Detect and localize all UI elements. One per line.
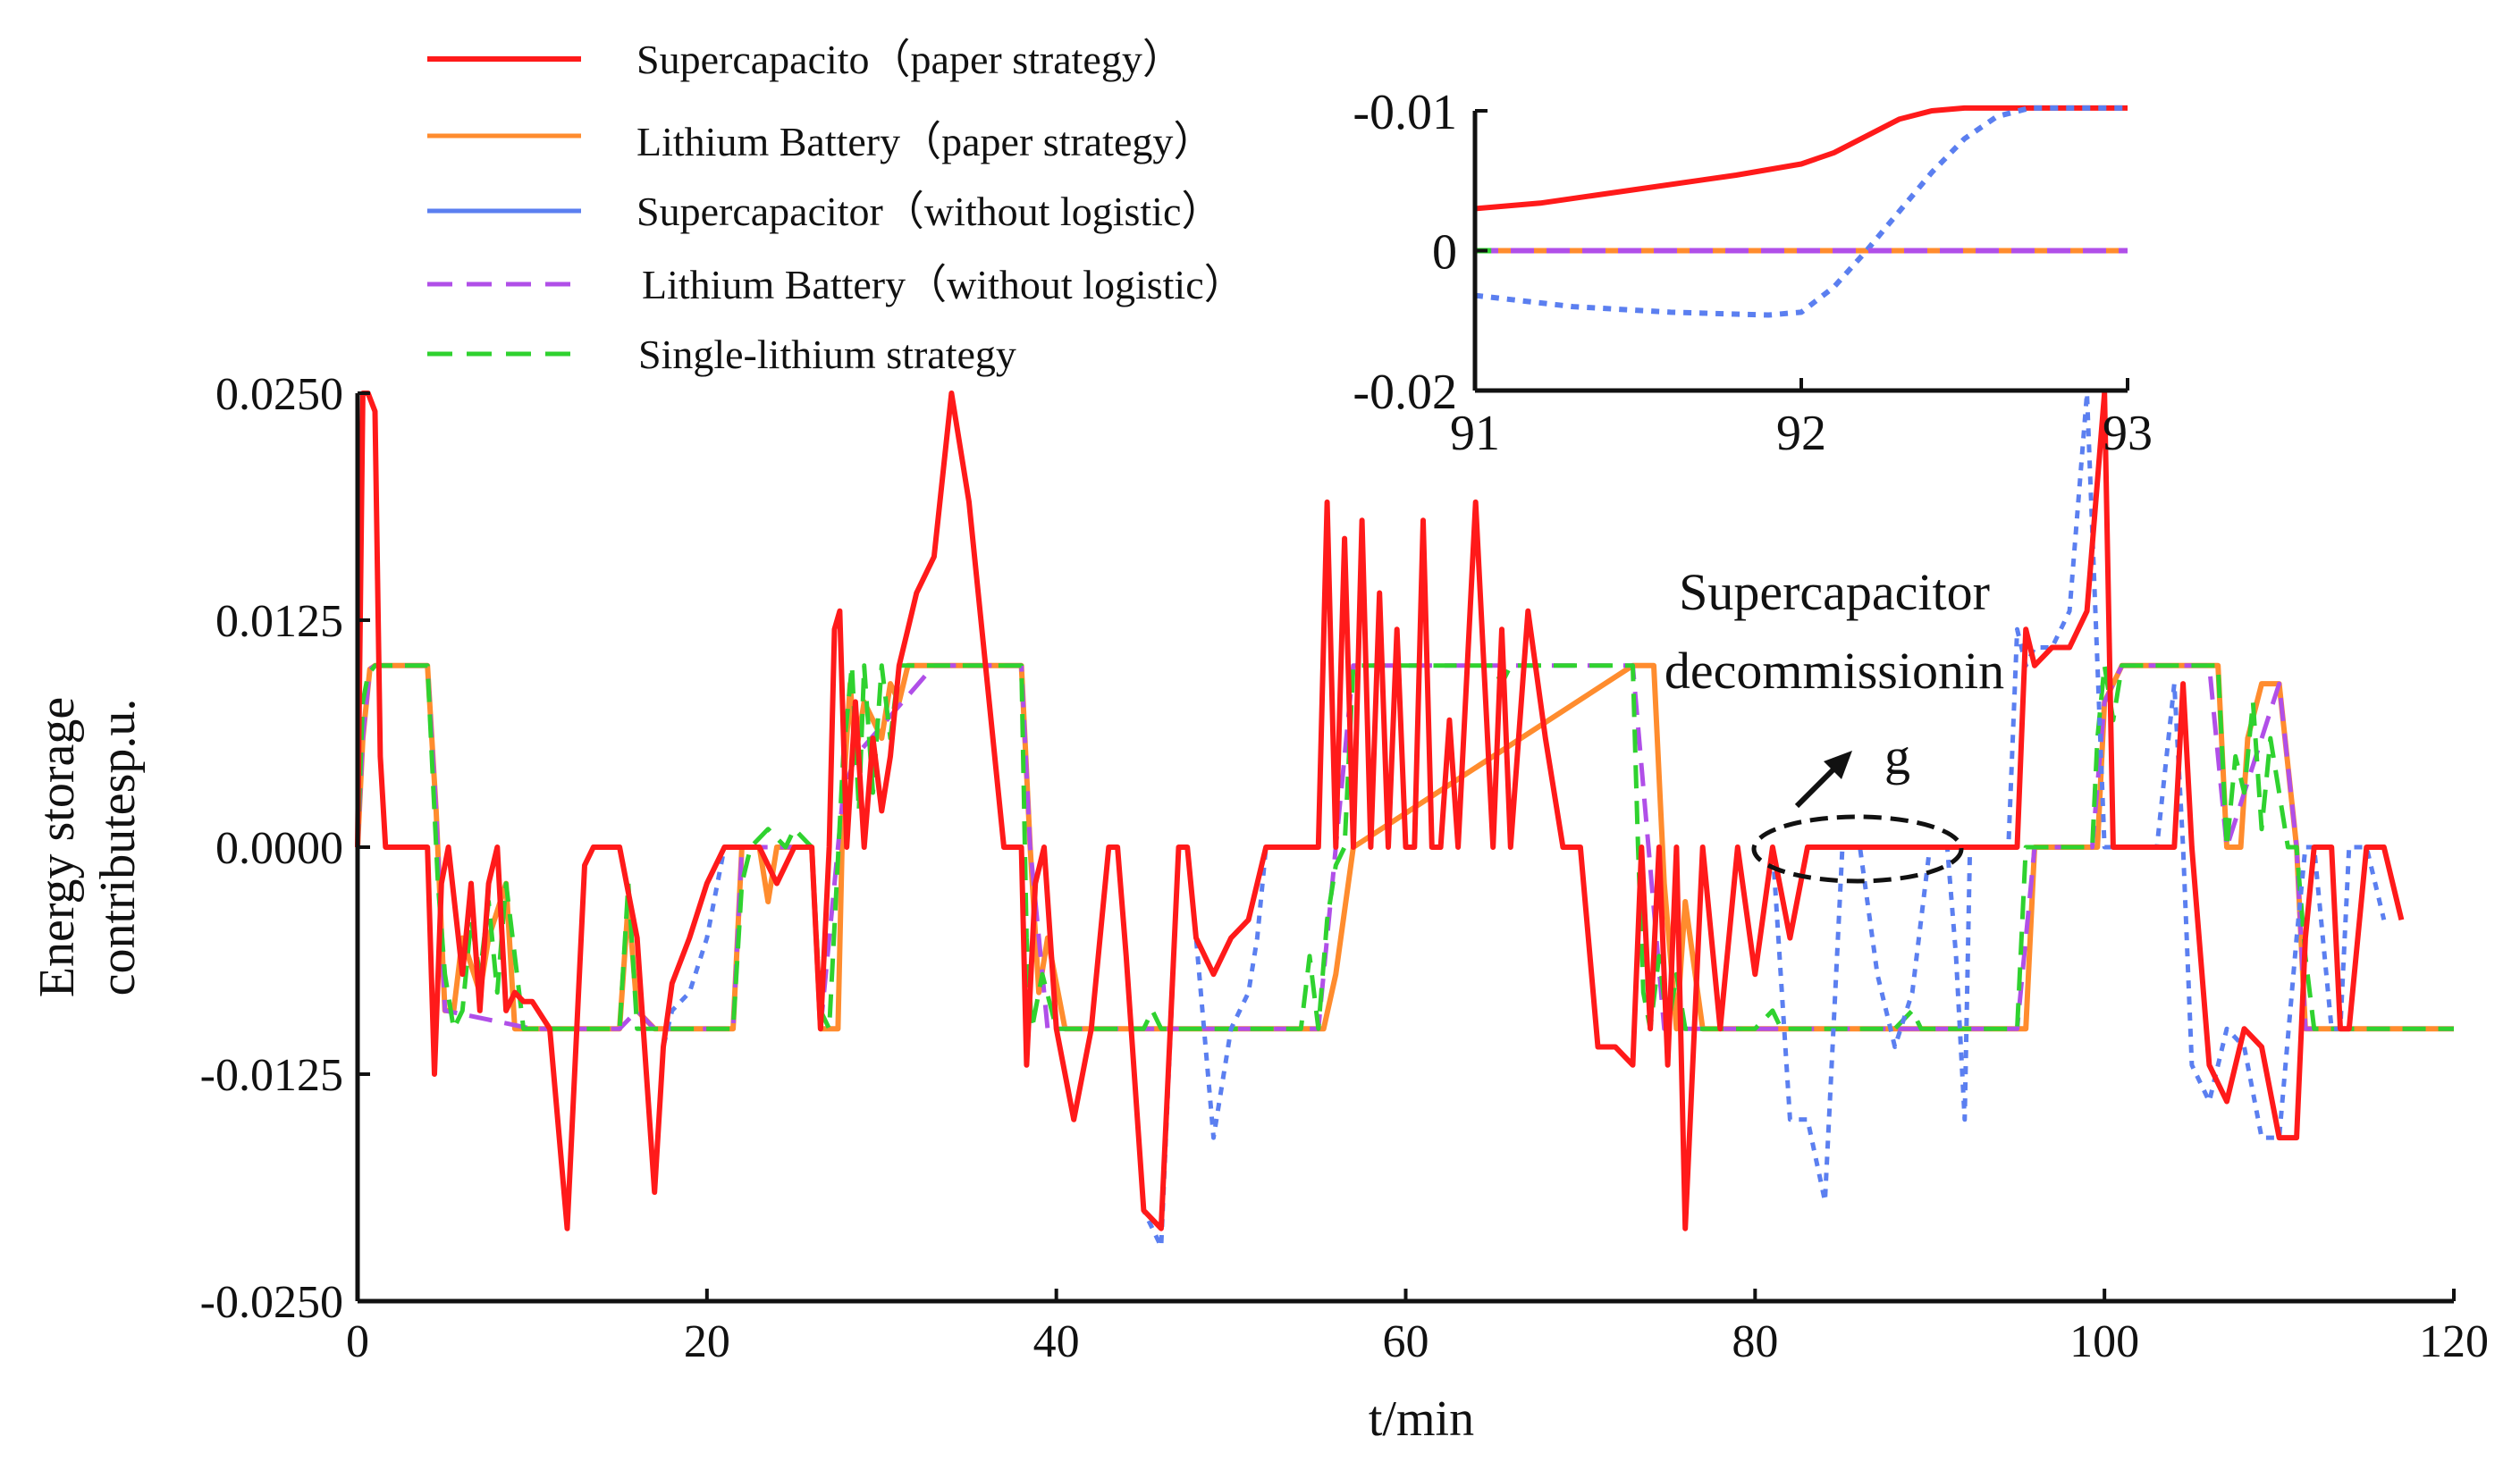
annotation-ellipse <box>1751 814 1964 884</box>
main-series-line-4 <box>355 391 2405 1231</box>
inset-series-line-0 <box>1474 105 2128 212</box>
inset-x-tick-label-0: 91 <box>1450 406 1500 461</box>
inset-series-group <box>1474 105 2128 318</box>
legend-label-0: Supercapacito（paper strategy） <box>636 37 1184 82</box>
inset-x-ticks: 91 92 93 <box>1450 378 2153 461</box>
annotation-arrowhead <box>1824 751 1852 779</box>
y-axis-title-line2: contributesp.u. <box>90 699 146 996</box>
annotation-arrow <box>1794 762 1841 809</box>
main-y-ticks: 0.0250 0.0125 0.0000 -0.0125 -0.0250 <box>200 369 370 1328</box>
legend-label-1: Lithium Battery（paper strategy） <box>636 119 1214 164</box>
main-y-tick-label-1: 0.0125 <box>215 596 343 647</box>
main-x-tick-label-1: 20 <box>684 1316 730 1367</box>
inset-x-tick-label-1: 92 <box>1776 406 1826 461</box>
main-x-tick-label-3: 60 <box>1383 1316 1429 1367</box>
main-y-tick-label-4: -0.0250 <box>200 1277 343 1328</box>
main-x-tick-label-6: 120 <box>2419 1316 2489 1367</box>
main-x-tick-label-0: 0 <box>346 1316 369 1367</box>
x-axis-title: t/min <box>1369 1391 1474 1447</box>
inset-y-tick-label-2: -0.02 <box>1353 365 1457 420</box>
legend-label-3: Lithium Battery（without logistic） <box>642 262 1245 307</box>
main-x-tick-label-4: 80 <box>1732 1316 1778 1367</box>
main-y-tick-label-2: 0.0000 <box>215 823 343 874</box>
main-x-tick-label-5: 100 <box>2069 1316 2139 1367</box>
main-series-line-1 <box>355 663 2454 1031</box>
annotation-line2: decommissionin <box>1665 642 2004 700</box>
annotation-line1: Supercapacitor <box>1679 563 1990 621</box>
inset-y-ticks: -0.01 0 -0.02 <box>1353 85 1488 420</box>
main-plot: 0 20 40 60 80 100 120 0.0250 0.0125 0.0000 -0.012… <box>200 369 2489 1367</box>
legend: Supercapacito（paper strategy） Lithium Ba… <box>427 37 1245 377</box>
annotation: Supercapacitor decommissionin g <box>1665 563 2004 884</box>
main-y-tick-label-0: 0.0250 <box>215 369 343 420</box>
y-axis-title-line1: Energy storage <box>29 697 85 997</box>
inset-y-tick-label-0: -0.01 <box>1353 85 1457 140</box>
main-y-tick-label-3: -0.0125 <box>200 1050 343 1101</box>
legend-label-2: Supercapacitor（without logistic） <box>636 189 1222 234</box>
main-series-group <box>355 391 2454 1249</box>
inset-series-line-2 <box>1474 105 2128 318</box>
inset-plot: 91 92 93 -0.01 0 -0.02 <box>1353 85 2153 461</box>
main-series-line-2 <box>355 663 2454 1031</box>
main-x-ticks: 0 20 40 60 80 100 120 <box>346 1289 2489 1367</box>
inset-x-tick-label-2: 93 <box>2103 406 2153 461</box>
inset-y-tick-label-1: 0 <box>1432 225 1457 281</box>
annotation-line3: g <box>1884 727 1910 786</box>
legend-label-4: Single-lithium strategy <box>638 332 1016 377</box>
main-x-tick-label-2: 40 <box>1033 1316 1080 1367</box>
